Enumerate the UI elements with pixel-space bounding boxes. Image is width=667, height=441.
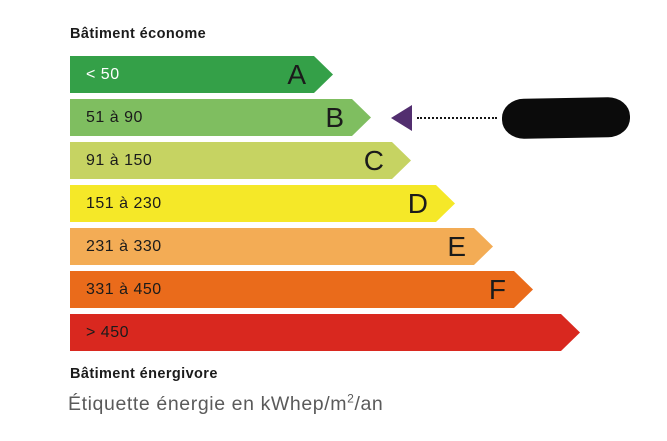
band-range-label: 151 à 230 — [86, 194, 162, 212]
caption: Étiquette énergie en kWhep/m2/an — [68, 391, 384, 416]
redacted-value-blob — [501, 96, 631, 139]
energy-band-c: 91 à 150 C — [70, 142, 411, 179]
energy-band-f: 331 à 450 F — [70, 271, 533, 308]
band-letter-label: A — [287, 58, 306, 90]
pointer-arrow-icon — [391, 104, 412, 131]
bottom-label: Bâtiment énergivore — [70, 366, 218, 382]
band-range-label: 231 à 330 — [86, 237, 162, 255]
energy-band-e: 231 à 330 E — [70, 228, 493, 265]
band-letter-label: F — [488, 273, 506, 305]
dotted-line — [417, 116, 497, 119]
band-range-label: > 450 — [86, 323, 129, 341]
band-letter-label: D — [407, 187, 428, 219]
caption-text: Étiquette énergie en kWhep/m — [68, 393, 348, 415]
energy-band-g: > 450 — [70, 314, 580, 351]
energy-band-b: 51 à 90 B — [70, 99, 371, 136]
band-range-label: 331 à 450 — [86, 280, 162, 298]
energy-band-d: 151 à 230 D — [70, 185, 455, 222]
band-letter-label: B — [325, 101, 344, 133]
energy-band-a: < 50 A — [70, 56, 333, 93]
band-range-label: < 50 — [86, 65, 120, 83]
caption-superscript: 2 — [347, 391, 355, 406]
band-letter-label: C — [363, 144, 384, 176]
caption-suffix: /an — [354, 393, 384, 415]
top-label: Bâtiment économe — [70, 26, 207, 42]
band-range-label: 51 à 90 — [86, 108, 143, 126]
band-letter-label: E — [447, 230, 466, 262]
band-range-label: 91 à 150 — [86, 151, 153, 169]
selection-marker — [391, 96, 631, 139]
